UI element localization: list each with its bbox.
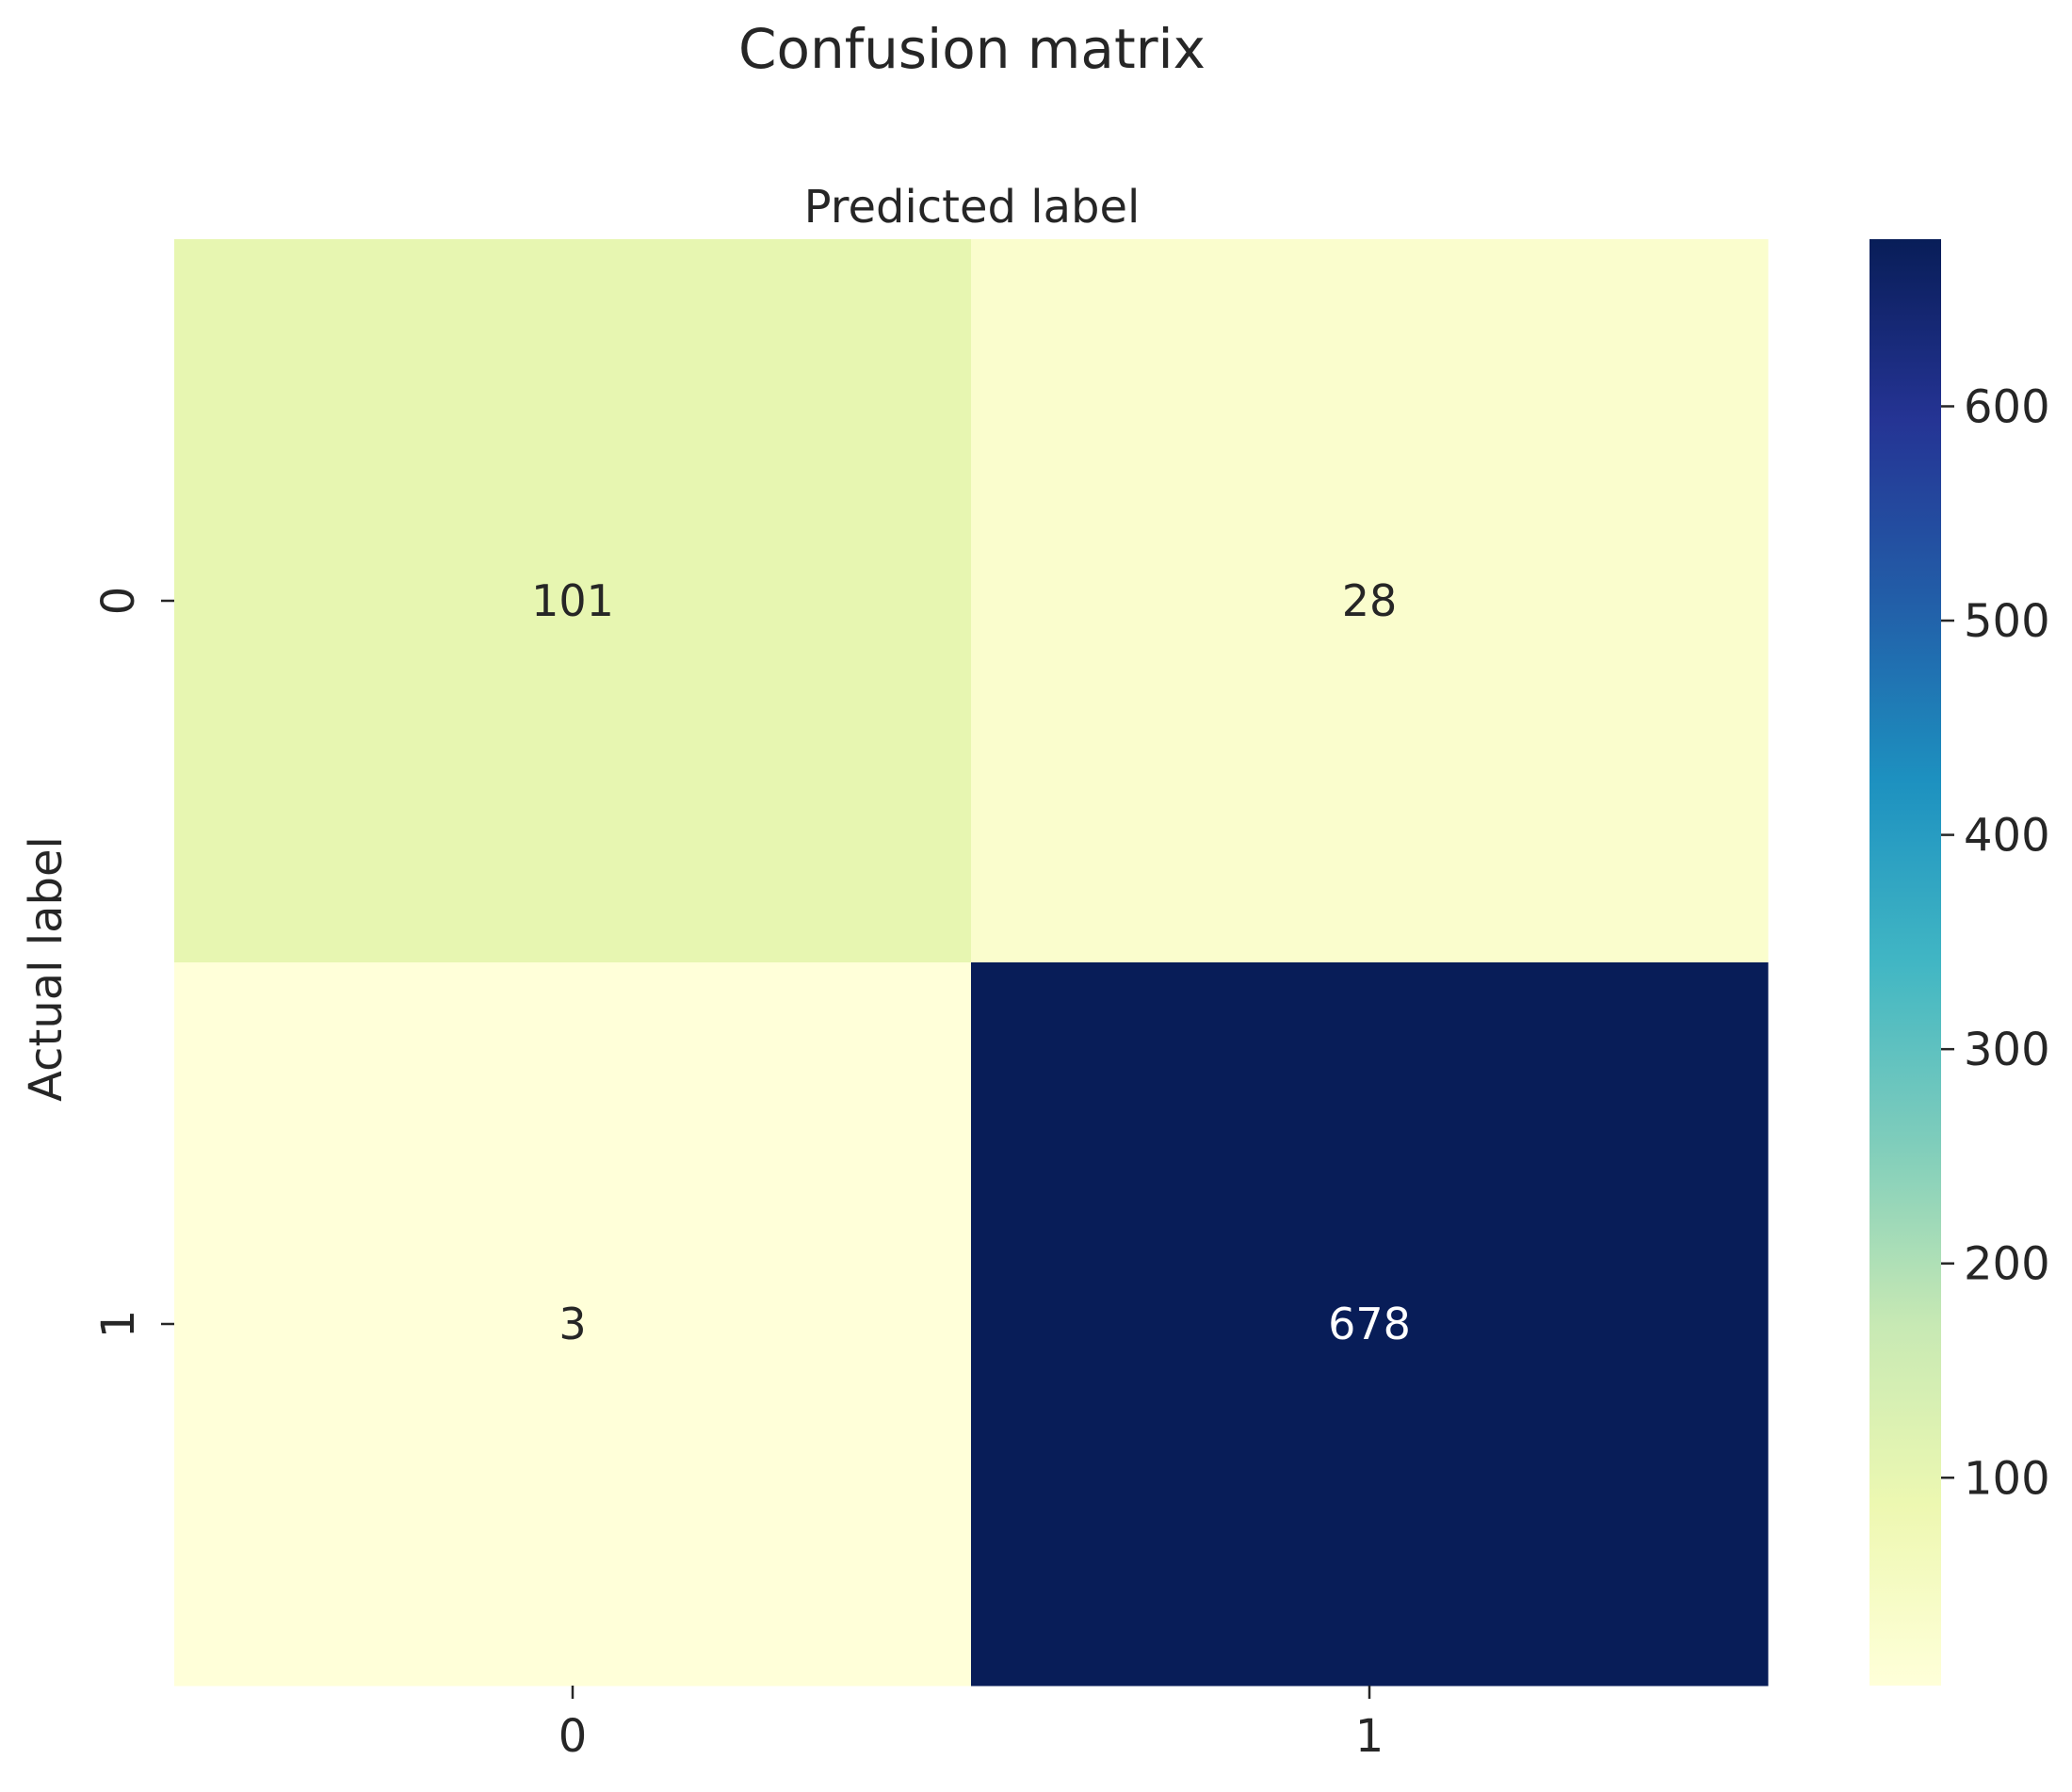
cell-value-0-1: 28 [1342, 575, 1398, 626]
x-tick-label-1: 1 [1355, 1710, 1384, 1763]
cell-value-1-0: 3 [558, 1299, 586, 1349]
colorbar-tick-label-0: 100 [1964, 1452, 2050, 1505]
y-tick-label-0: 0 [92, 587, 145, 616]
heatmap-cell-1-1 [971, 962, 1769, 1687]
colorbar-tick-label-4: 500 [1964, 595, 2050, 648]
colorbar-tick-label-3: 400 [1964, 810, 2050, 863]
colorbar: 100 200 300 400 500 600 [1870, 239, 2050, 1686]
x-axis-label: Predicted label [804, 181, 1141, 234]
y-axis-ticks: 01 [92, 587, 174, 1339]
heatmap-cell-0-0 [174, 239, 972, 963]
heatmap-cell-labels: 101 28 3 678 [531, 575, 1411, 1349]
x-tick-label-0: 0 [558, 1710, 588, 1763]
colorbar-tick-label-5: 600 [1964, 380, 2050, 433]
colorbar-tick-label-1: 200 [1964, 1238, 2050, 1291]
heatmap-cell-0-1 [971, 239, 1769, 963]
chart-title: Confusion matrix [738, 17, 1206, 81]
heatmap-cell-1-0 [174, 962, 972, 1687]
cell-value-1-1: 678 [1328, 1299, 1411, 1349]
heatmap-cells [174, 239, 1769, 1687]
y-tick-label-1: 1 [92, 1310, 145, 1339]
colorbar-tick-label-2: 300 [1964, 1024, 2050, 1076]
y-axis-label: Actual label [20, 836, 73, 1102]
colorbar-gradient [1870, 239, 1941, 1686]
cell-value-0-0: 101 [531, 575, 614, 626]
